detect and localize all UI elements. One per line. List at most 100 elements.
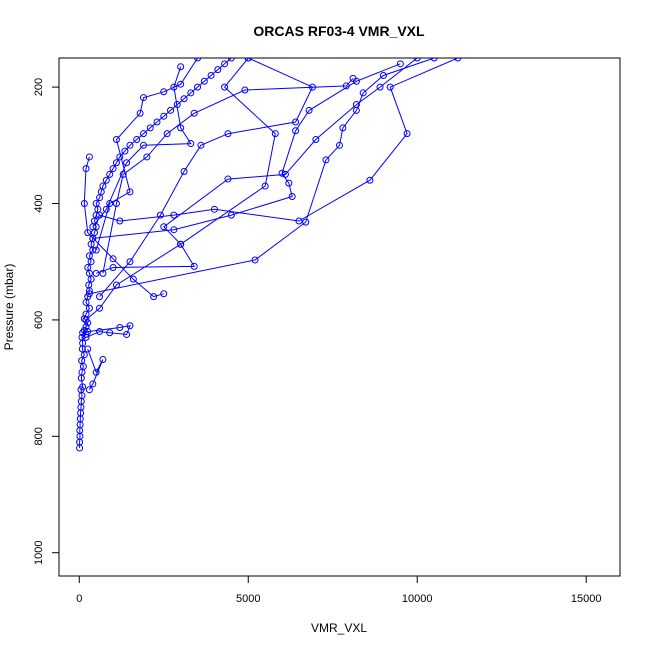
data-point [322,156,330,164]
data-point [109,165,117,173]
data-point [352,106,360,114]
data-point [376,83,384,91]
data-point [112,159,120,167]
data-point [302,218,310,226]
data-point [359,89,367,97]
data-point [271,130,279,138]
data-point [177,124,185,132]
data-point [342,82,350,90]
data-point [126,322,134,330]
data-point [126,188,134,196]
data-point [84,345,92,353]
data-point [160,88,168,96]
series-line [89,58,435,295]
data-point [92,269,100,277]
data-point [85,281,93,289]
data-point [160,290,168,298]
data-point [170,211,178,219]
data-point [99,182,107,190]
data-point [292,127,300,135]
data-point [292,118,300,126]
plot-area [76,58,462,452]
data-point [85,290,93,298]
data-point [78,357,86,365]
plot-frame [58,57,621,577]
data-point [194,83,202,91]
data-point [109,255,117,263]
data-point [197,141,205,149]
data-point [278,169,286,177]
data-point [187,89,195,97]
data-point [89,223,97,231]
data-point [210,205,218,213]
data-point [285,179,293,187]
data-point [84,229,92,237]
data-point [177,63,185,71]
data-point [79,383,87,391]
data-point [200,77,208,85]
data-point [109,264,117,272]
series-line [92,63,401,239]
data-point [251,256,259,264]
data-point [430,58,438,62]
data-point [112,281,120,289]
data-point [190,262,198,270]
data-point [336,141,343,149]
data-point [170,226,178,234]
data-point [82,165,90,173]
data-point [96,304,104,312]
y-tick-label: 400 [33,194,45,212]
data-point [160,112,168,120]
data-point [396,60,404,68]
data-point [82,323,90,331]
data-point [214,66,222,74]
data-point [150,293,158,301]
data-point [339,124,347,132]
data-point [156,211,164,219]
series-line [95,58,199,251]
data-point [80,200,88,208]
series-line [99,58,458,222]
data-point [133,135,141,143]
data-point [85,386,93,394]
x-tick-label: 10000 [402,593,433,605]
data-point [241,86,249,94]
data-point [146,124,154,132]
series-line [83,156,164,298]
data-point [180,167,188,175]
data-point [129,275,137,283]
data-point [349,74,357,82]
data-point [96,293,104,301]
series-line [96,58,418,274]
y-tick-label: 800 [33,427,45,445]
data-point [92,246,100,254]
data-point [170,83,178,91]
data-point [413,58,421,62]
data-point [187,140,195,148]
data-point [190,109,198,117]
data-point [139,94,147,102]
data-point [207,71,215,79]
data-point [85,304,93,312]
series-line [85,58,276,321]
series-line [99,58,314,297]
series-line [85,325,131,338]
data-point [102,205,110,213]
data-point [119,170,127,178]
data-point [136,109,144,117]
series-line [87,348,104,391]
data-point [126,258,134,266]
series-line [79,58,232,448]
data-point [177,240,185,248]
data-point [85,252,93,260]
data-point [99,355,107,363]
data-point [227,58,235,62]
data-point [126,141,134,149]
y-tick-label: 200 [33,78,45,96]
data-point [143,153,151,161]
data-point [106,170,114,178]
y-tick-label: 1000 [33,540,45,564]
data-point [106,200,114,208]
data-point [82,333,90,341]
data-point [123,330,131,338]
